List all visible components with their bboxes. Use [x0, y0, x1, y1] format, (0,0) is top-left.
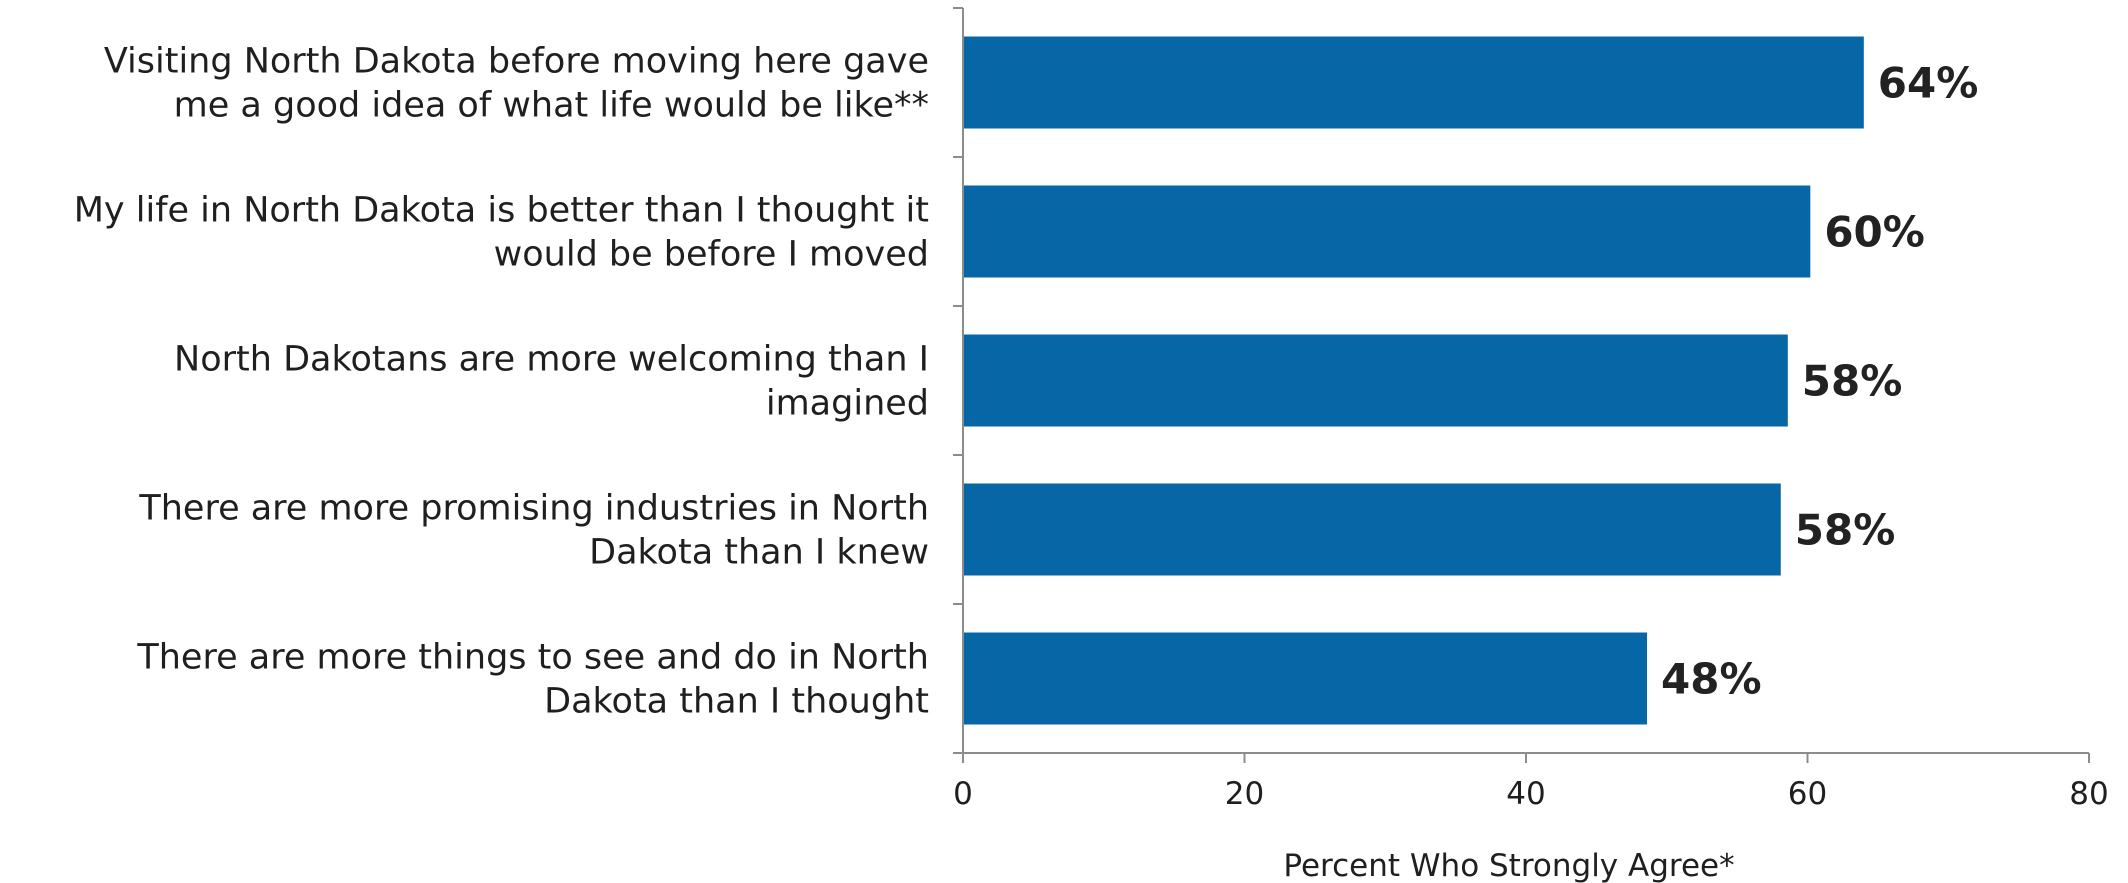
data-label: 60%: [1824, 208, 1925, 257]
category-label: There are more promising industries in N…: [138, 489, 929, 573]
x-tick-label: 40: [1506, 776, 1545, 812]
labels: 64% Visiting North Dakota before moving h…: [74, 42, 2109, 813]
category-label-line: Dakota than I thought: [544, 682, 929, 722]
category-label-line: would be before I moved: [494, 235, 929, 275]
x-tick-label: 80: [2069, 776, 2108, 812]
bar: [963, 632, 1648, 725]
bar: [963, 483, 1781, 576]
x-tick-label: 60: [1788, 776, 1827, 812]
x-tick-label: 20: [1225, 776, 1264, 812]
category-label-line: Dakota than I knew: [589, 533, 929, 573]
category-label: North Dakotans are more welcoming than I…: [174, 340, 929, 424]
category-label-line: There are more promising industries in N…: [138, 489, 929, 529]
data-label: 58%: [1795, 506, 1896, 555]
category-label-line: me a good idea of what life would be lik…: [174, 86, 929, 126]
axes: [953, 7, 2090, 763]
bar: [963, 185, 1811, 278]
x-axis-title: Percent Who Strongly Agree*: [1283, 848, 1734, 883]
category-label-line: imagined: [766, 384, 929, 424]
x-tick-label: 0: [953, 776, 973, 812]
category-label: There are more things to see and do in N…: [136, 638, 929, 722]
data-label: 64%: [1878, 59, 1979, 108]
data-label: 48%: [1661, 655, 1762, 704]
category-label-line: My life in North Dakota is better than I…: [74, 191, 929, 231]
data-label: 58%: [1802, 357, 1903, 406]
category-label-line: There are more things to see and do in N…: [136, 638, 929, 678]
category-label-line: Visiting North Dakota before moving here…: [104, 42, 929, 82]
category-label: Visiting North Dakota before moving here…: [104, 42, 929, 126]
bar: [963, 36, 1864, 129]
category-label-line: North Dakotans are more welcoming than I: [174, 340, 929, 380]
bars: [963, 36, 1864, 725]
category-label: My life in North Dakota is better than I…: [74, 191, 929, 275]
bar: [963, 334, 1788, 427]
